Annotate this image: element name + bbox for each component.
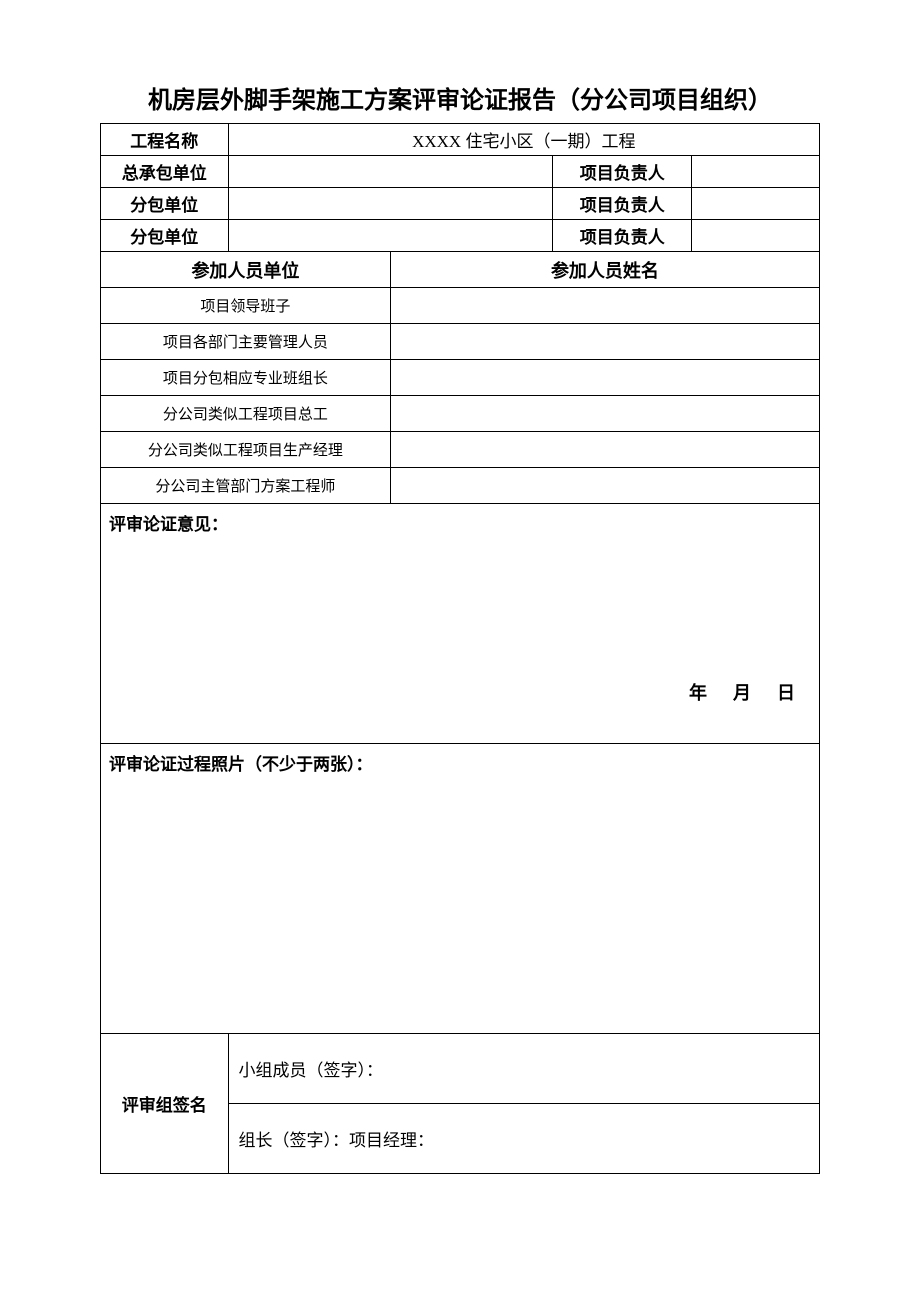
review-report-table: 工程名称 XXXX 住宅小区（一期）工程 总承包单位 项目负责人 分包单位 项目…	[100, 123, 820, 1174]
header-participant-name: 参加人员姓名	[390, 252, 819, 288]
participant-row: 分公司主管部门方案工程师	[101, 468, 391, 504]
value-project-leader-3	[692, 220, 820, 252]
value-general-contractor	[228, 156, 553, 188]
participant-name-cell	[390, 432, 819, 468]
label-project-leader-2: 项目负责人	[553, 188, 692, 220]
participant-name-cell	[390, 468, 819, 504]
photo-label: 评审论证过程照片（不少于两张）：	[109, 755, 373, 774]
participant-name-cell	[390, 288, 819, 324]
value-project-leader-2	[692, 188, 820, 220]
photo-section: 评审论证过程照片（不少于两张）：	[101, 744, 820, 1034]
label-project-leader-1: 项目负责人	[553, 156, 692, 188]
value-sub-unit-2	[228, 220, 553, 252]
participant-row: 项目分包相应专业班组长	[101, 360, 391, 396]
value-sub-unit-1	[228, 188, 553, 220]
participant-row: 项目各部门主要管理人员	[101, 324, 391, 360]
label-project-name: 工程名称	[101, 124, 229, 156]
leader-signature-label: 组长（签字）：项目经理：	[228, 1104, 819, 1174]
participant-name-cell	[390, 324, 819, 360]
participant-name-cell	[390, 360, 819, 396]
label-project-leader-3: 项目负责人	[553, 220, 692, 252]
value-project-leader-1	[692, 156, 820, 188]
label-sub-unit-2: 分包单位	[101, 220, 229, 252]
label-sub-unit-1: 分包单位	[101, 188, 229, 220]
page-title: 机房层外脚手架施工方案评审论证报告（分公司项目组织）	[100, 80, 820, 115]
opinion-section: 评审论证意见： 年 月 日	[101, 504, 820, 744]
participant-row: 分公司类似工程项目总工	[101, 396, 391, 432]
participant-row: 分公司类似工程项目生产经理	[101, 432, 391, 468]
opinion-label: 评审论证意见：	[109, 515, 228, 534]
participant-row: 项目领导班子	[101, 288, 391, 324]
value-project-name: XXXX 住宅小区（一期）工程	[228, 124, 819, 156]
label-general-contractor: 总承包单位	[101, 156, 229, 188]
participant-name-cell	[390, 396, 819, 432]
member-signature-label: 小组成员（签字）：	[228, 1034, 819, 1104]
header-participant-unit: 参加人员单位	[101, 252, 391, 288]
signature-group-label: 评审组签名	[101, 1034, 229, 1174]
date-placeholder: 年 月 日	[689, 679, 799, 705]
